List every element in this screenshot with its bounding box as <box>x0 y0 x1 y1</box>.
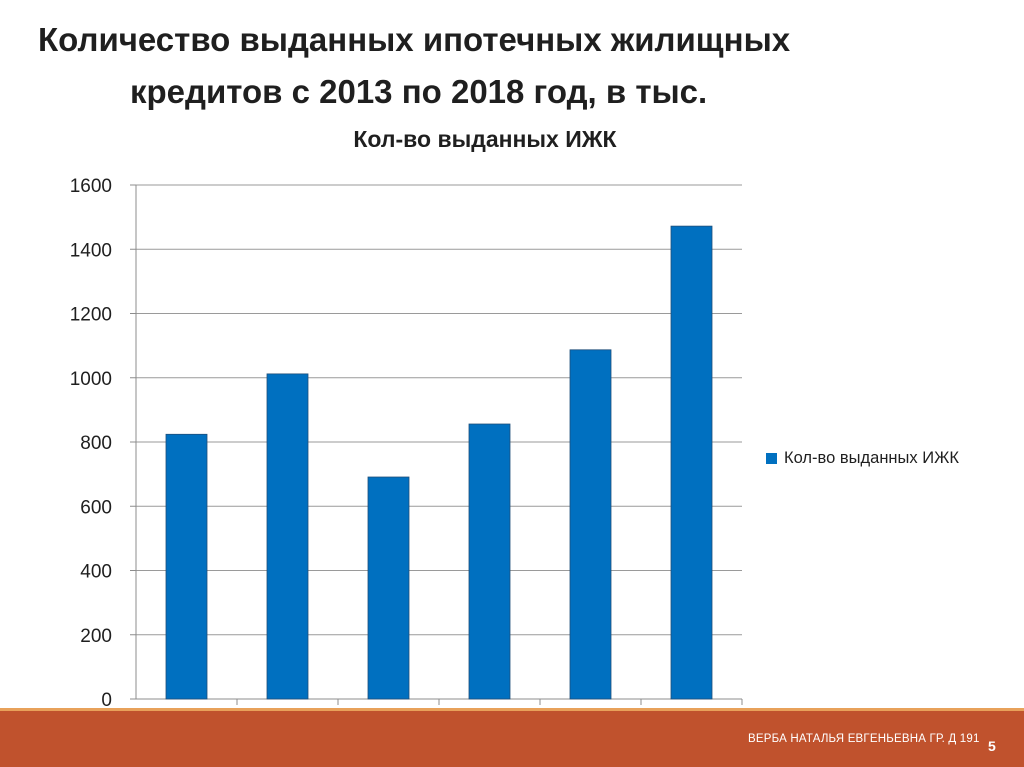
bar-2013 <box>165 433 208 700</box>
y-tick-label: 600 <box>80 497 112 518</box>
footer-accent-line <box>0 708 1024 711</box>
y-tick-label: 200 <box>80 626 112 647</box>
footer-author: ВЕРБА НАТАЛЬЯ ЕВГЕНЬЕВНА ГР. Д 191 <box>748 733 980 745</box>
footer-bar <box>0 711 1024 767</box>
bar-2015 <box>367 476 410 700</box>
bar-2017 <box>569 349 612 700</box>
y-tick-label: 0 <box>101 690 112 711</box>
chart-legend: Кол-во выданных ИЖК <box>766 449 959 468</box>
y-tick-label: 800 <box>80 433 112 454</box>
y-tick-label: 1400 <box>70 240 112 261</box>
y-tick-label: 1200 <box>70 305 112 326</box>
slide-title: Количество выданных ипотечных жилищных к… <box>38 14 918 118</box>
page-number: 5 <box>988 738 996 754</box>
legend-swatch <box>766 453 777 464</box>
y-tick-label: 400 <box>80 562 112 583</box>
y-tick-label: 1600 <box>70 176 112 197</box>
slide-title-line-1: Количество выданных ипотечных жилищных <box>38 21 791 58</box>
chart-title: Кол-во выданных ИЖК <box>353 126 617 152</box>
slide-title-line-2: кредитов с 2013 по 2018 год, в тыс. <box>130 73 708 110</box>
legend-label: Кол-во выданных ИЖК <box>784 449 959 467</box>
bar-2018 <box>670 225 713 700</box>
y-tick-label: 1000 <box>70 369 112 390</box>
bar-2016 <box>468 423 511 700</box>
bar-2014 <box>266 373 309 700</box>
